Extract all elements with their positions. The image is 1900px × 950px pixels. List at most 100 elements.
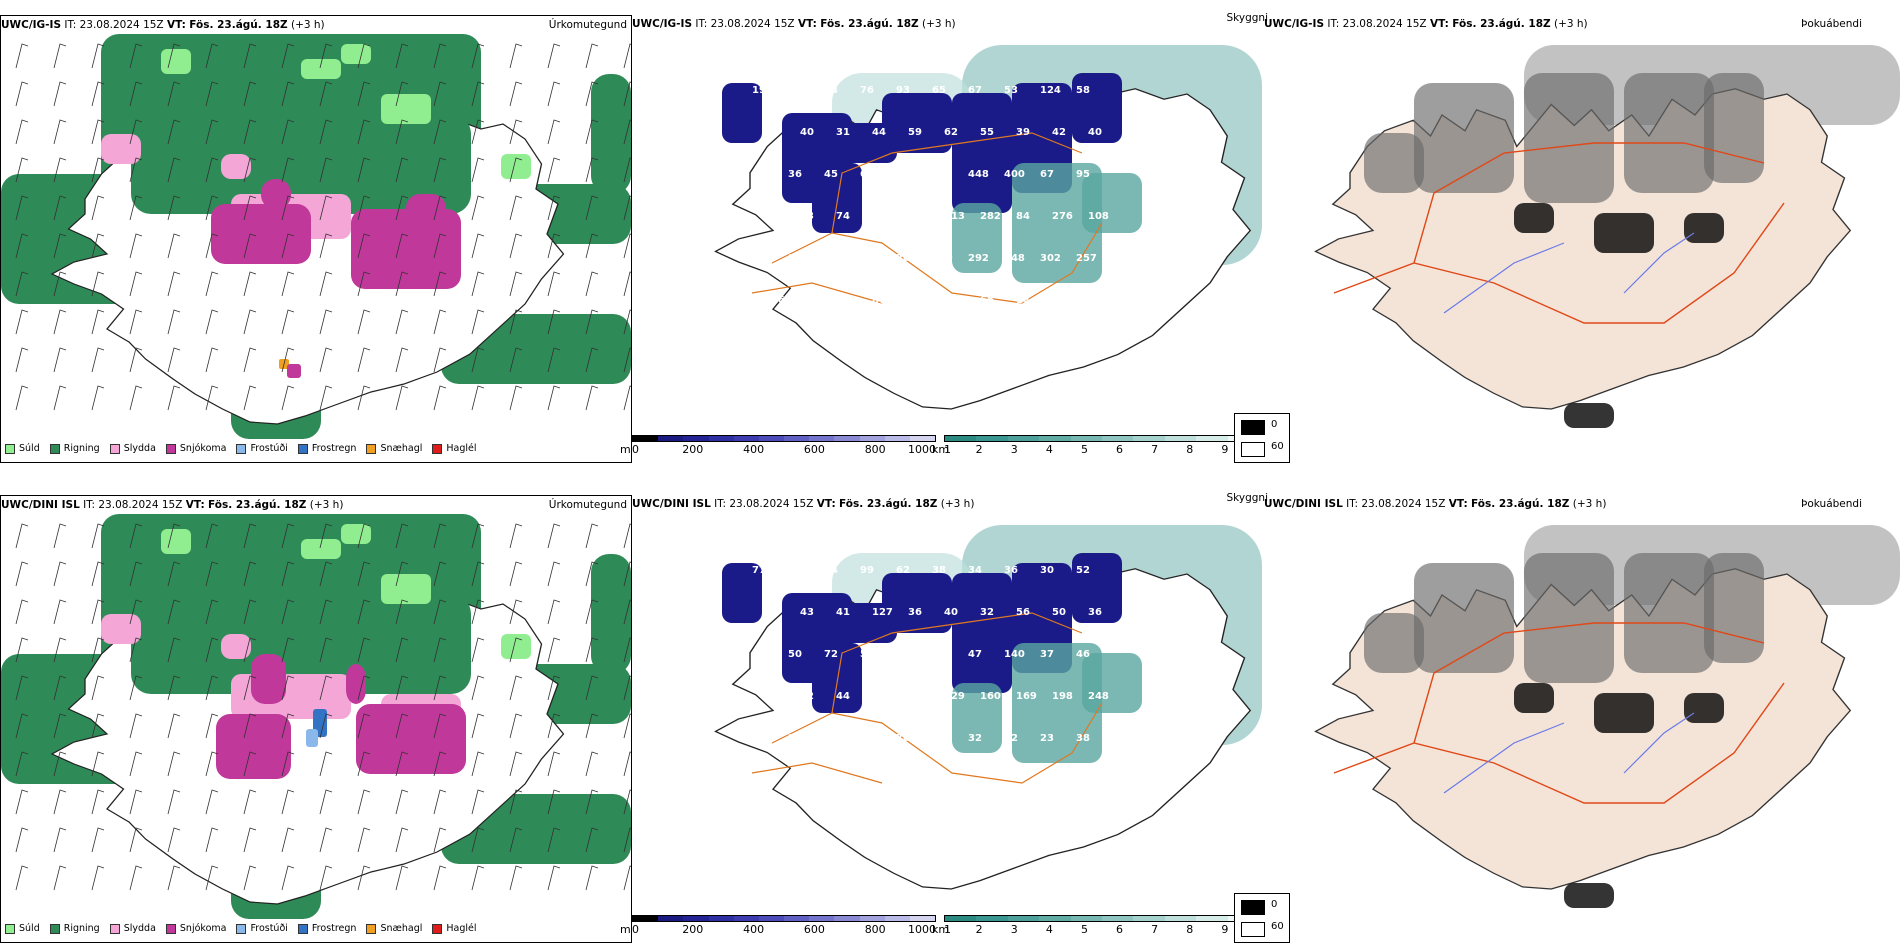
colorbar-tick-label: 7 xyxy=(1151,443,1159,456)
wind-barb xyxy=(15,195,29,221)
wind-barb xyxy=(623,675,631,701)
cloud-base-label: 40 xyxy=(1088,127,1102,138)
wind-barb xyxy=(433,675,447,701)
cloud-base-label: 248 xyxy=(1004,253,1025,264)
cloud-base-label: 99 xyxy=(860,565,874,576)
legend-swatch xyxy=(5,444,15,454)
low-cloud-area xyxy=(1072,73,1122,143)
wind-barb xyxy=(129,43,143,69)
lead-time: (+3 h) xyxy=(1572,498,1607,510)
wind-barb xyxy=(91,789,105,815)
wind-barb xyxy=(433,157,447,183)
low-cloud-area xyxy=(882,573,952,633)
wind-barb xyxy=(585,309,599,335)
colorbar-tick-label: 5 xyxy=(1080,443,1088,456)
cloud-base-label: 52 xyxy=(1076,565,1090,576)
colorbar-tick-label: 2 xyxy=(975,923,983,936)
colorbar-unit: m xyxy=(620,443,631,456)
valid-time: Fös. 23.ágú. 18Z xyxy=(189,19,288,31)
cloud-base-label: 32 xyxy=(980,607,994,618)
wind-barb xyxy=(205,523,219,549)
wind-barb xyxy=(509,865,523,891)
cloud-base-label: 62 xyxy=(944,127,958,138)
fog-max-swatch xyxy=(1241,900,1265,915)
cloud-base-label: 55 xyxy=(980,127,994,138)
precip-type-panel-top: UWC/IG-IS IT: 23.08.2024 15Z VT: Fös. 23… xyxy=(0,15,632,463)
cloud-base-label: 62 xyxy=(896,565,910,576)
wind-barb xyxy=(243,385,257,411)
lead-time: (+3 h) xyxy=(309,499,344,511)
wind-barb xyxy=(129,347,143,373)
wind-barb xyxy=(547,523,561,549)
cloud-base-label: 59 xyxy=(908,127,922,138)
wind-barb xyxy=(15,523,29,549)
wind-barb xyxy=(281,637,295,663)
issue-time: 23.08.2024 15Z xyxy=(1361,498,1446,510)
cloud-base-label: 87 xyxy=(872,295,886,306)
field-name: Úrkomutegund xyxy=(548,19,627,31)
cloud-base-label: 129 xyxy=(944,691,965,702)
wind-barb xyxy=(167,827,181,853)
wind-barb xyxy=(91,43,105,69)
wind-barb xyxy=(547,347,561,373)
fog-indicator-legend: 0 60 xyxy=(1234,893,1290,943)
wind-barb xyxy=(15,81,29,107)
wind-barb xyxy=(281,827,295,853)
cloud-base-label: 36 xyxy=(1004,565,1018,576)
wind-barb xyxy=(395,119,409,145)
drizzle-area xyxy=(381,94,431,124)
wind-barb xyxy=(395,523,409,549)
wind-barb xyxy=(15,119,29,145)
cloud-base-label: 36 xyxy=(908,607,922,618)
fog-indicator-area xyxy=(1364,133,1424,193)
wind-barb xyxy=(509,827,523,853)
wind-barb xyxy=(281,751,295,777)
colorbar-segment xyxy=(758,916,785,921)
legend-label: Frostúði xyxy=(250,443,288,454)
cloud-base-label: 48 xyxy=(896,649,910,660)
wind-barb xyxy=(319,271,333,297)
wind-barb xyxy=(395,195,409,221)
wind-barb xyxy=(509,195,523,221)
wind-barb xyxy=(433,751,447,777)
wind-barb xyxy=(205,347,219,373)
model-name: UWC/IG-IS xyxy=(1,19,62,31)
valid-time: Fös. 23.ágú. 18Z xyxy=(820,18,919,30)
low-cloud-area xyxy=(882,93,952,153)
wind-barb xyxy=(15,271,29,297)
colorbar-tick-label: 1000 xyxy=(908,923,936,936)
legend-item: Súld xyxy=(5,440,40,458)
visibility-colorbar: km12345678910 xyxy=(932,435,1260,456)
colorbar-tick-label: 800 xyxy=(864,443,886,456)
wind-barb xyxy=(357,675,371,701)
wind-barb xyxy=(395,789,409,815)
wind-barb xyxy=(15,233,29,259)
cloud-base-label: 12 xyxy=(800,691,814,702)
wind-barb xyxy=(585,713,599,739)
precip-type-legend: Súld Rigning Slydda Snjókoma Frostúði Frostre… xyxy=(5,920,477,938)
wind-barb xyxy=(129,865,143,891)
wind-barb xyxy=(243,271,257,297)
wind-barb xyxy=(585,865,599,891)
wind-barb xyxy=(471,599,485,625)
wind-barb xyxy=(167,271,181,297)
snow-area xyxy=(346,664,366,704)
colorbar-segment xyxy=(1196,436,1228,441)
legend-item: Frostúði xyxy=(236,920,288,938)
wind-barb xyxy=(357,827,371,853)
cloud-base-label: 52 xyxy=(836,295,850,306)
wind-barb xyxy=(357,599,371,625)
wind-barb xyxy=(547,713,561,739)
cloud-base-label: 50 xyxy=(788,649,802,660)
cloud-base-label: 98 xyxy=(908,295,922,306)
wind-barb xyxy=(585,119,599,145)
wind-barb xyxy=(395,157,409,183)
wind-barb xyxy=(357,347,371,373)
wind-barb xyxy=(509,347,523,373)
wind-barb xyxy=(91,233,105,259)
wind-barb xyxy=(205,43,219,69)
colorbar-strip xyxy=(944,915,1260,922)
wind-barb xyxy=(319,637,333,663)
wind-barb xyxy=(167,385,181,411)
wind-barb xyxy=(585,43,599,69)
